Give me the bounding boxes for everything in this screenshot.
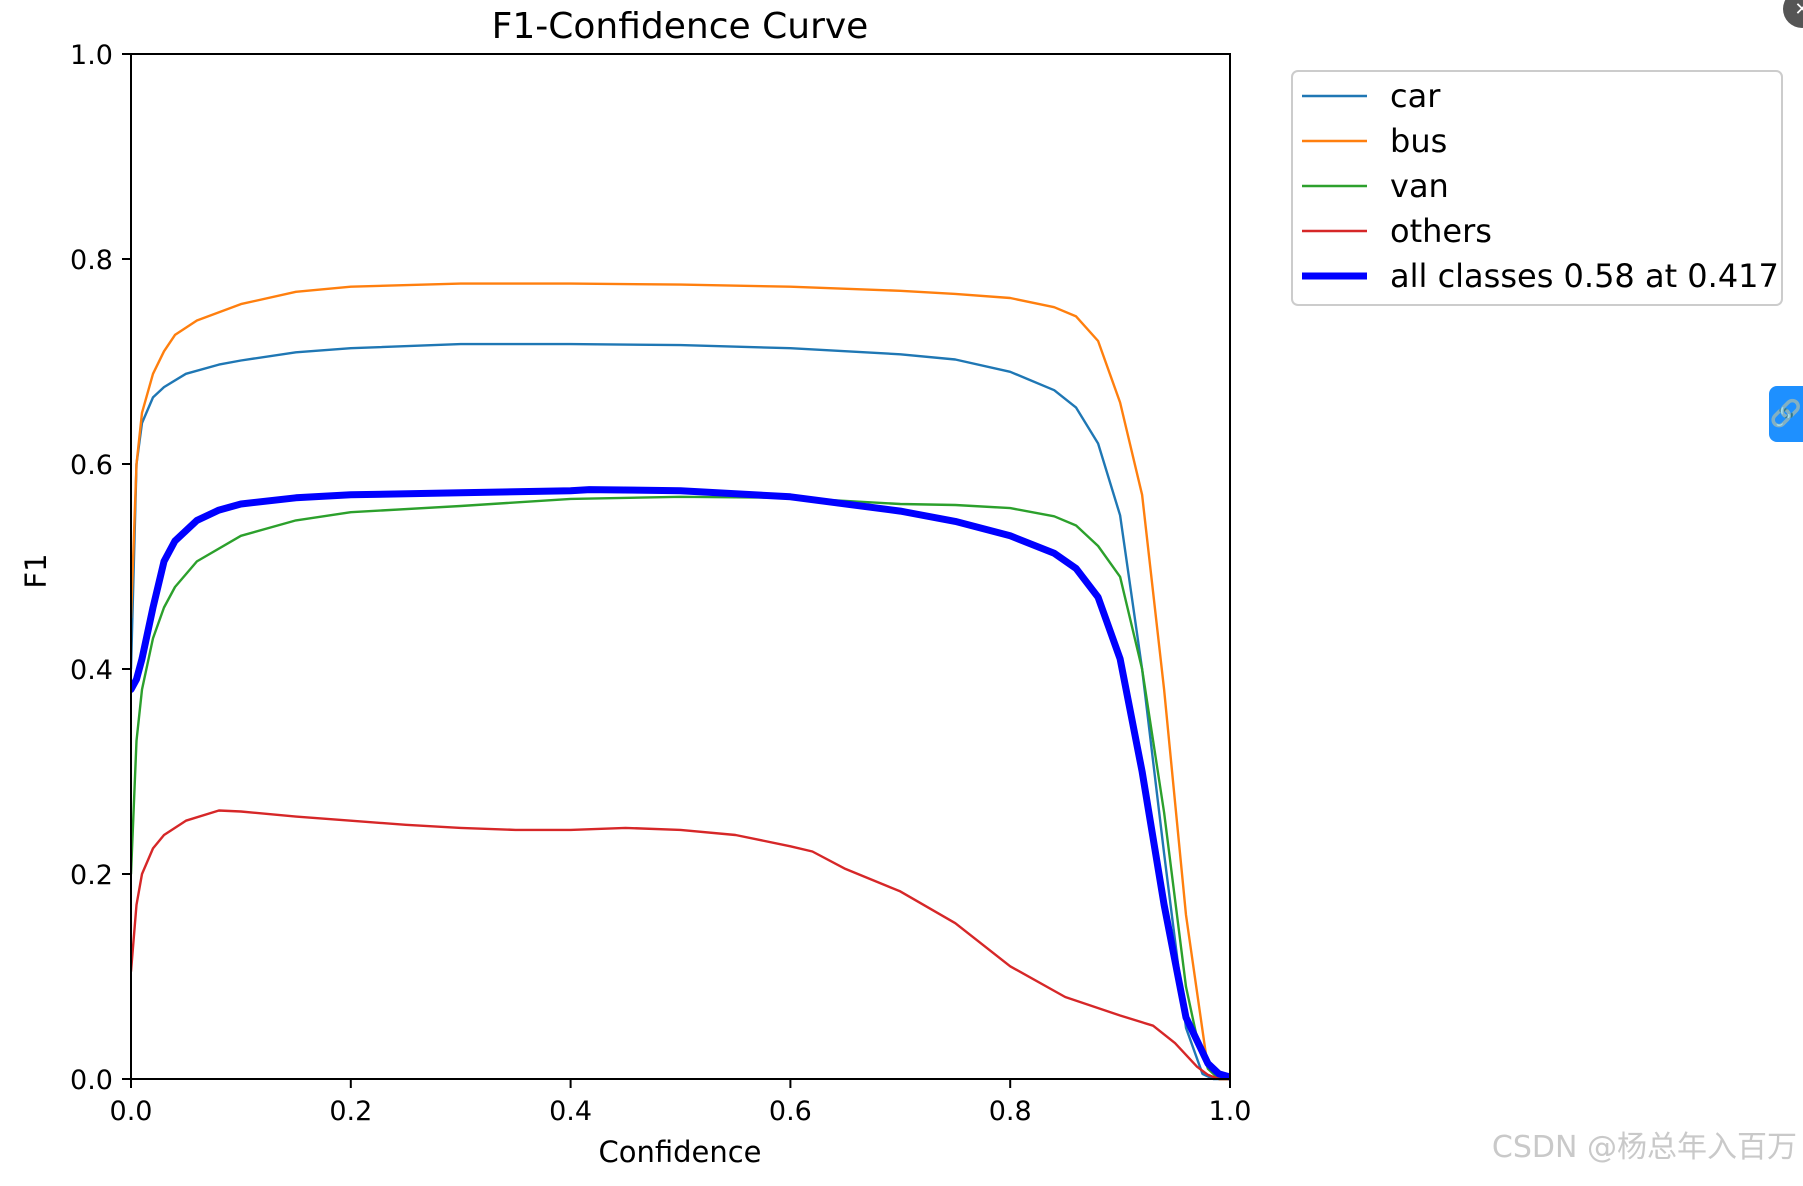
x-tick-label: 0.8: [989, 1096, 1032, 1127]
y-tick-label: 0.4: [70, 655, 113, 686]
legend-label: car: [1390, 77, 1441, 115]
x-tick-label: 0.6: [769, 1096, 812, 1127]
legend-label: others: [1390, 212, 1492, 250]
close-icon[interactable]: ✕: [1783, 0, 1803, 28]
x-tick-label: 0.4: [549, 1096, 592, 1127]
chart-title: F1-Confidence Curve: [492, 6, 869, 47]
x-tick-label: 0.0: [110, 1096, 153, 1127]
series-line-others: [131, 809, 1230, 1081]
y-tick-label: 0.6: [70, 450, 113, 481]
legend-box: [1291, 70, 1783, 306]
x-tick-label: 0.2: [329, 1096, 372, 1127]
y-axis-title: F1: [19, 553, 53, 588]
series-line-all: [131, 486, 1230, 1081]
y-tick-label: 0.8: [70, 245, 113, 276]
plot-frame: [130, 53, 1231, 1080]
series-line-van: [131, 495, 1230, 1081]
legend-label: all classes 0.58 at 0.417: [1390, 257, 1779, 295]
legend: car bus van others all classes 0.58 at 0.417: [1291, 70, 1783, 306]
watermark: CSDN @杨总年入百万: [1491, 1130, 1797, 1165]
legend-label: bus: [1390, 122, 1447, 160]
series-line-bus: [131, 282, 1230, 1081]
legend-label: van: [1390, 167, 1449, 205]
y-tick-label: 0.0: [70, 1065, 113, 1096]
y-tick-label: 0.2: [70, 860, 113, 891]
link-icon[interactable]: 🔗: [1769, 386, 1803, 442]
x-axis-title: Confidence: [598, 1135, 761, 1169]
y-tick-label: 1.0: [70, 40, 113, 71]
series-line-car: [131, 342, 1230, 1081]
x-tick-label: 1.0: [1209, 1096, 1252, 1127]
